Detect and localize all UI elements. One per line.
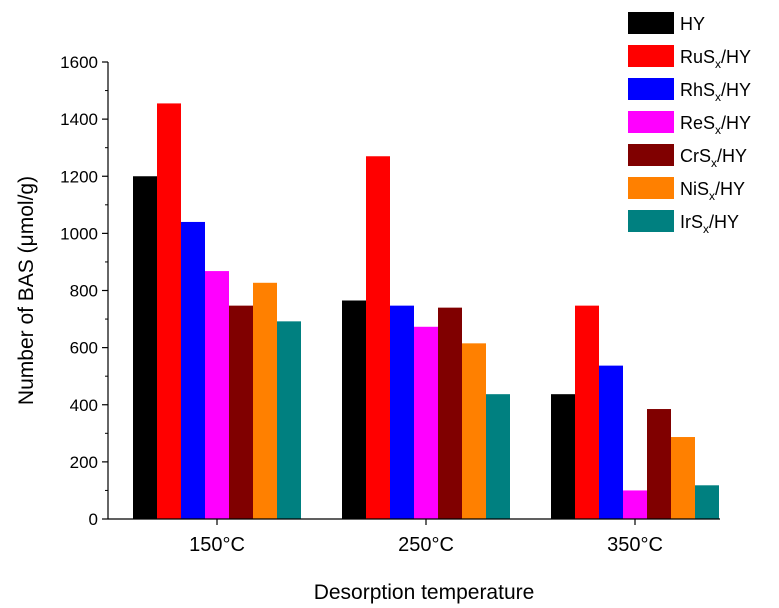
y-tick-label: 1200	[60, 167, 98, 186]
y-tick-label: 0	[89, 510, 98, 529]
legend-swatch	[628, 12, 674, 34]
y-tick-label: 1000	[60, 224, 98, 243]
legend-label: IrSx/HY	[680, 212, 739, 236]
legend: HY RuSx/HY RhSx/HY ReSx/HY CrSx/HY NiSx/HY IrS…	[628, 12, 751, 236]
legend-swatch	[628, 144, 674, 166]
legend-swatch	[628, 177, 674, 199]
legend-swatch	[628, 45, 674, 67]
legend-label: ReSx/HY	[680, 113, 751, 137]
bar-crsx-hy-2	[438, 307, 462, 519]
bar-hy-2	[342, 300, 366, 519]
bar-crsx-hy-1	[229, 305, 253, 519]
bar-rhsx-hy-2	[390, 305, 414, 519]
legend-label: RuSx/HY	[680, 47, 751, 71]
bar-resx-hy-3	[623, 490, 647, 519]
bar-crsx-hy-3	[647, 409, 671, 519]
bar-rhsx-hy-3	[599, 365, 623, 519]
legend-label: CrSx/HY	[680, 146, 747, 170]
y-tick-label: 600	[70, 339, 98, 358]
y-tick-label: 1400	[60, 110, 98, 129]
legend-label: NiSx/HY	[680, 179, 745, 203]
x-axis-title: Desorption temperature	[314, 581, 535, 604]
legend-label: RhSx/HY	[680, 80, 751, 104]
bar-resx-hy-1	[205, 271, 229, 519]
x-tick-label: 150°C	[189, 534, 245, 556]
legend-swatch	[628, 210, 674, 232]
bar-rhsx-hy-1	[181, 221, 205, 519]
bar-nisx-hy-1	[253, 282, 277, 519]
bar-irsx-hy-2	[486, 394, 510, 519]
bar-rusx-hy-3	[575, 305, 599, 519]
legend-swatch	[628, 111, 674, 133]
bar-rusx-hy-2	[366, 156, 390, 519]
x-tick-label: 250°C	[398, 534, 454, 556]
y-tick-label: 800	[70, 282, 98, 301]
bar-nisx-hy-3	[671, 437, 695, 519]
bars-layer	[133, 103, 719, 520]
bar-rusx-hy-1	[157, 103, 181, 520]
legend-swatch	[628, 78, 674, 100]
bar-hy-3	[551, 394, 575, 519]
y-tick-label: 1600	[60, 53, 98, 72]
x-tick-label: 350°C	[607, 534, 663, 556]
bar-hy-1	[133, 176, 157, 519]
bar-resx-hy-2	[414, 326, 438, 519]
y-tick-label: 200	[70, 453, 98, 472]
bar-nisx-hy-2	[462, 343, 486, 519]
y-tick-label: 400	[70, 396, 98, 415]
y-axis-title: Number of BAS (μmol/g)	[15, 176, 38, 405]
bar-irsx-hy-1	[277, 321, 301, 519]
bar-irsx-hy-3	[695, 485, 719, 519]
axes-layer: 0 200 400 600 800 1000 1200 1400 1600 150°C 250°C 3…	[60, 53, 720, 556]
legend-label: HY	[680, 14, 705, 34]
